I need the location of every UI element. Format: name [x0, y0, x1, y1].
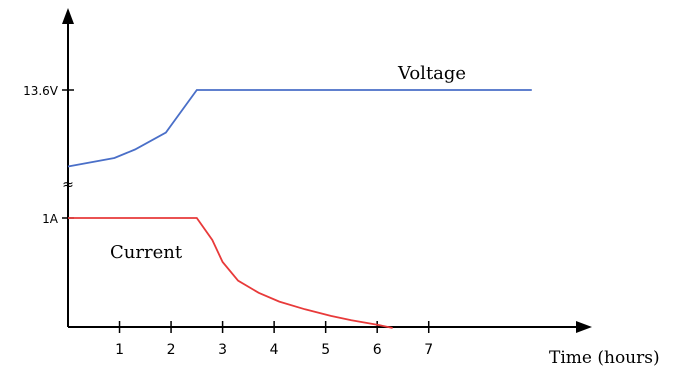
x-ticks: 1 2 3 4 5 6 7 — [115, 321, 433, 358]
series-line-voltage — [67, 89, 532, 168]
series-lines — [67, 89, 532, 329]
x-axis-label: Time (hours) — [549, 348, 660, 368]
x-tick-label: 5 — [321, 342, 330, 358]
x-axis-arrow — [576, 321, 592, 333]
x-tick-label: 3 — [218, 342, 227, 358]
series-label-voltage: Voltage — [397, 63, 466, 84]
axis-break-symbol: ≈ — [62, 177, 74, 193]
x-tick-label: 7 — [424, 342, 433, 358]
series-line-current — [68, 217, 393, 329]
y-label-voltage: 13.6V — [23, 84, 59, 98]
x-tick-label: 6 — [373, 342, 382, 358]
series-label-current: Current — [110, 242, 183, 263]
x-tick-label: 1 — [115, 342, 124, 358]
y-axis-arrow — [62, 8, 74, 24]
x-tick-label: 2 — [167, 342, 176, 358]
x-tick-label: 4 — [270, 342, 279, 358]
y-label-current: 1A — [42, 212, 59, 226]
